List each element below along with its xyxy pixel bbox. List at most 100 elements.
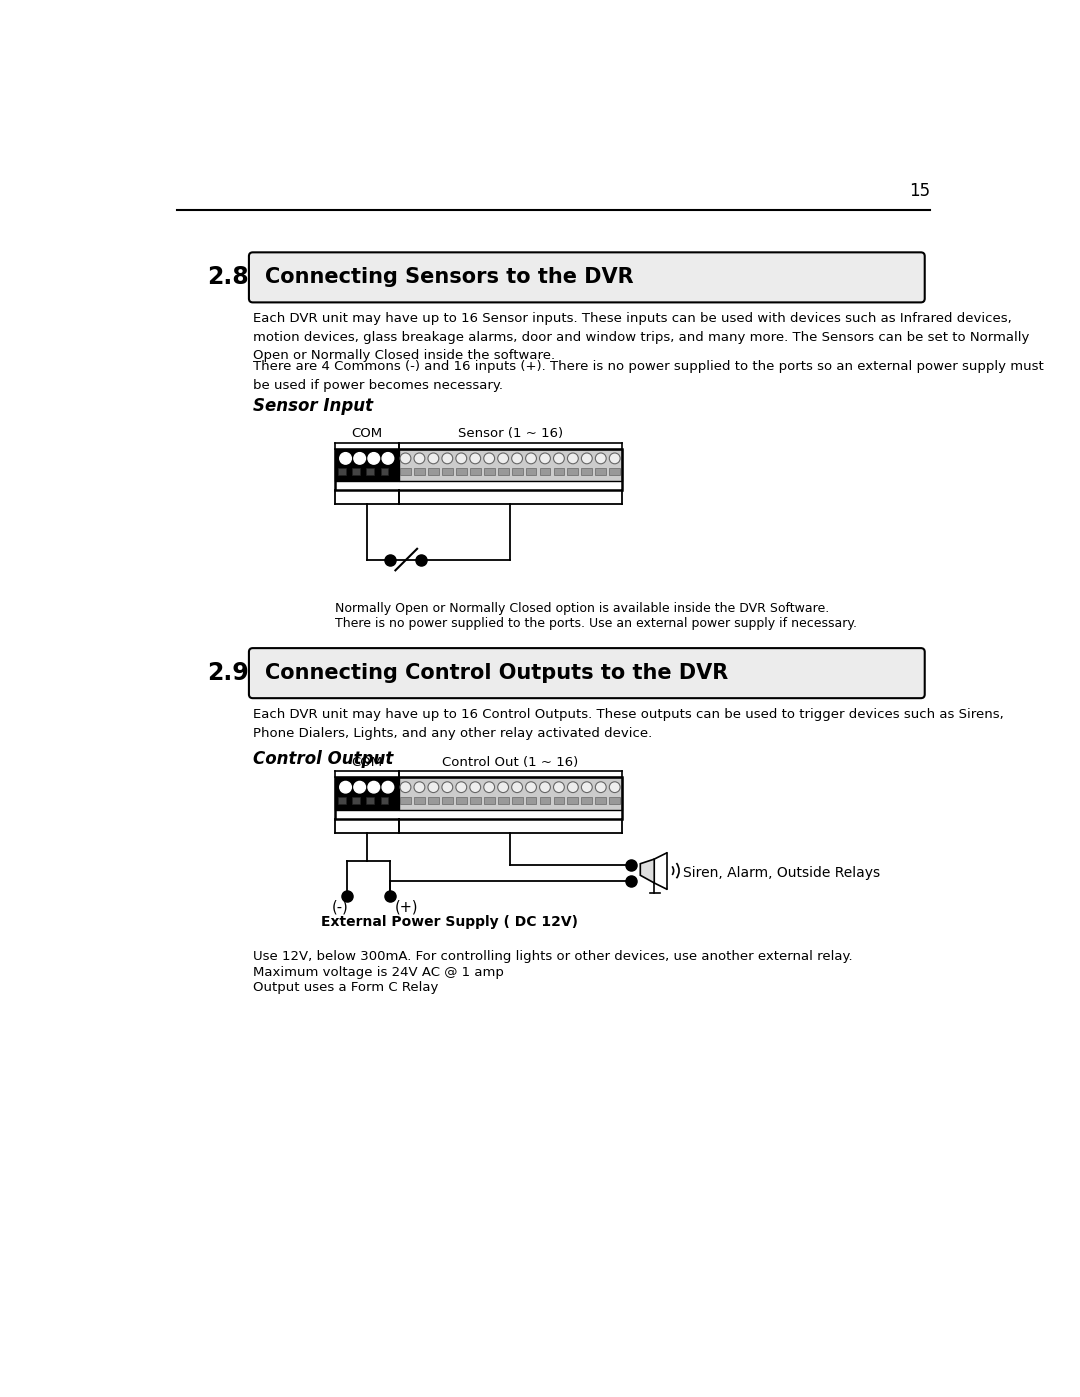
Bar: [352, 468, 360, 475]
Text: Connecting Sensors to the DVR: Connecting Sensors to the DVR: [266, 267, 634, 288]
Text: Siren, Alarm, Outside Relays: Siren, Alarm, Outside Relays: [683, 866, 880, 880]
Circle shape: [368, 453, 379, 464]
Bar: [442, 796, 453, 803]
Bar: [595, 468, 606, 475]
Bar: [338, 468, 346, 475]
Text: Sensor Input: Sensor Input: [253, 397, 373, 415]
Circle shape: [595, 782, 606, 792]
Bar: [484, 796, 495, 803]
Text: COM: COM: [351, 427, 382, 440]
Circle shape: [554, 453, 565, 464]
Circle shape: [526, 782, 537, 792]
Bar: [456, 796, 467, 803]
Bar: [335, 448, 622, 490]
Circle shape: [442, 453, 453, 464]
Circle shape: [595, 453, 606, 464]
Bar: [428, 468, 438, 475]
Bar: [567, 796, 578, 803]
Bar: [512, 796, 523, 803]
Text: There are 4 Commons (-) and 16 inputs (+). There is no power supplied to the por: There are 4 Commons (-) and 16 inputs (+…: [253, 360, 1043, 391]
Text: (-): (-): [332, 900, 349, 914]
Circle shape: [456, 782, 467, 792]
Bar: [470, 468, 481, 475]
Circle shape: [428, 782, 438, 792]
Bar: [366, 796, 374, 803]
Circle shape: [368, 781, 379, 793]
Circle shape: [456, 453, 467, 464]
Bar: [352, 796, 360, 803]
Bar: [414, 468, 424, 475]
Circle shape: [512, 782, 523, 792]
Circle shape: [354, 781, 365, 793]
Bar: [399, 778, 622, 810]
Bar: [428, 796, 438, 803]
Circle shape: [609, 453, 620, 464]
Bar: [554, 796, 565, 803]
Bar: [380, 796, 388, 803]
Circle shape: [414, 453, 424, 464]
Circle shape: [554, 782, 565, 792]
Text: 2.8: 2.8: [207, 265, 248, 289]
Circle shape: [581, 453, 592, 464]
Text: Control Output: Control Output: [253, 750, 393, 768]
Circle shape: [498, 782, 509, 792]
Bar: [456, 468, 467, 475]
Circle shape: [484, 782, 495, 792]
Bar: [442, 468, 453, 475]
Bar: [554, 468, 565, 475]
Bar: [581, 468, 592, 475]
Text: 2.9: 2.9: [207, 661, 248, 685]
Bar: [338, 796, 346, 803]
Bar: [526, 796, 537, 803]
Bar: [526, 468, 537, 475]
Bar: [399, 448, 622, 481]
Circle shape: [526, 453, 537, 464]
Circle shape: [470, 782, 481, 792]
Bar: [335, 778, 399, 810]
Text: 15: 15: [909, 182, 930, 200]
FancyBboxPatch shape: [248, 253, 924, 302]
Text: Each DVR unit may have up to 16 Sensor inputs. These inputs can be used with dev: Each DVR unit may have up to 16 Sensor i…: [253, 313, 1029, 362]
Text: COM: COM: [351, 756, 382, 768]
Bar: [335, 778, 622, 819]
Bar: [498, 468, 509, 475]
Text: Connecting Control Outputs to the DVR: Connecting Control Outputs to the DVR: [266, 664, 728, 683]
Text: Control Out (1 ~ 16): Control Out (1 ~ 16): [442, 756, 578, 768]
Text: There is no power supplied to the ports. Use an external power supply if necessa: There is no power supplied to the ports.…: [335, 616, 856, 630]
Bar: [540, 796, 551, 803]
Circle shape: [414, 782, 424, 792]
Circle shape: [540, 453, 551, 464]
Bar: [484, 468, 495, 475]
Bar: [400, 796, 410, 803]
Circle shape: [581, 782, 592, 792]
Bar: [540, 468, 551, 475]
Text: Maximum voltage is 24V AC @ 1 amp: Maximum voltage is 24V AC @ 1 amp: [253, 967, 503, 979]
Bar: [470, 796, 481, 803]
Circle shape: [567, 782, 578, 792]
Circle shape: [400, 782, 410, 792]
Circle shape: [484, 453, 495, 464]
Circle shape: [498, 453, 509, 464]
Text: Each DVR unit may have up to 16 Control Outputs. These outputs can be used to tr: Each DVR unit may have up to 16 Control …: [253, 708, 1003, 739]
Bar: [595, 796, 606, 803]
Bar: [498, 796, 509, 803]
FancyBboxPatch shape: [248, 648, 924, 698]
Bar: [567, 468, 578, 475]
Circle shape: [400, 453, 410, 464]
Circle shape: [382, 781, 394, 793]
Circle shape: [340, 453, 351, 464]
Text: Use 12V, below 300mA. For controlling lights or other devices, use another exter: Use 12V, below 300mA. For controlling li…: [253, 950, 852, 963]
Text: (+): (+): [394, 900, 418, 914]
Bar: [400, 468, 410, 475]
Bar: [380, 468, 388, 475]
Circle shape: [442, 782, 453, 792]
Bar: [581, 796, 592, 803]
Bar: [335, 448, 399, 481]
Text: External Power Supply ( DC 12V): External Power Supply ( DC 12V): [321, 915, 578, 929]
Circle shape: [354, 453, 365, 464]
Bar: [609, 468, 620, 475]
Text: Normally Open or Normally Closed option is available inside the DVR Software.: Normally Open or Normally Closed option …: [335, 602, 829, 615]
Circle shape: [609, 782, 620, 792]
Circle shape: [382, 453, 394, 464]
Polygon shape: [640, 859, 654, 883]
